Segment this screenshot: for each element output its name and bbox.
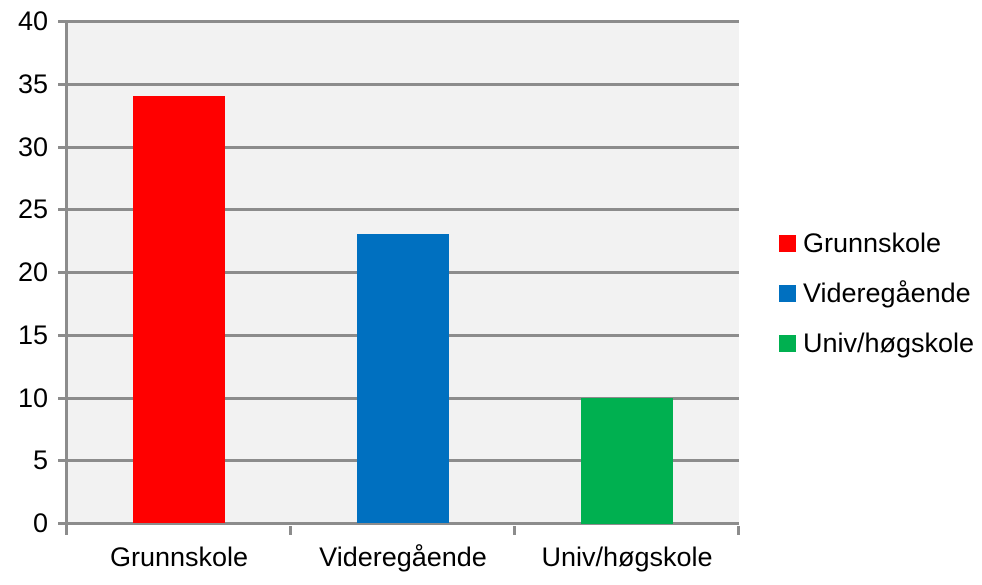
legend-item-grunnskole: Grunnskole	[779, 227, 974, 260]
x-tick-0	[65, 526, 68, 535]
y-tick-label-25: 25	[17, 194, 48, 224]
x-tick-3	[737, 526, 740, 535]
gridline-y-35	[58, 83, 739, 86]
x-tick-label-1: Videregående	[319, 542, 487, 572]
legend-label: Grunnskole	[803, 228, 942, 258]
gridline-y-25	[58, 208, 739, 211]
y-tick-label-0: 0	[32, 508, 48, 538]
x-tick-1	[289, 526, 292, 535]
y-tick-label-5: 5	[32, 445, 48, 475]
legend-swatch-icon	[779, 285, 796, 302]
y-tick-label-10: 10	[17, 383, 48, 413]
bar-univ-h-gskole	[581, 398, 673, 524]
y-tick-label-15: 15	[17, 320, 48, 350]
legend-swatch-icon	[779, 335, 796, 352]
y-tick-label-20: 20	[17, 257, 48, 287]
bar-grunnskole	[133, 96, 225, 523]
legend-item-univ-h-gskole: Univ/høgskole	[779, 327, 974, 360]
x-tick-label-2: Univ/høgskole	[541, 542, 713, 572]
y-tick-label-30: 30	[17, 132, 48, 162]
y-axis-line	[65, 21, 68, 535]
x-tick-label-0: Grunnskole	[109, 542, 249, 572]
legend-label: Videregående	[803, 278, 971, 308]
gridline-y-30	[58, 146, 739, 149]
legend-item-videreg-ende: Videregående	[779, 277, 974, 310]
y-tick-label-40: 40	[17, 6, 48, 36]
legend-label: Univ/høgskole	[803, 328, 975, 358]
legend-swatch-icon	[779, 235, 796, 252]
legend: Grunnskole Videregående Univ/høgskole	[779, 227, 974, 360]
x-tick-2	[513, 526, 516, 535]
gridline-y-0	[58, 522, 739, 525]
y-tick-label-35: 35	[17, 69, 48, 99]
gridline-y-40	[58, 20, 739, 23]
bar-videreg-ende	[357, 234, 449, 523]
